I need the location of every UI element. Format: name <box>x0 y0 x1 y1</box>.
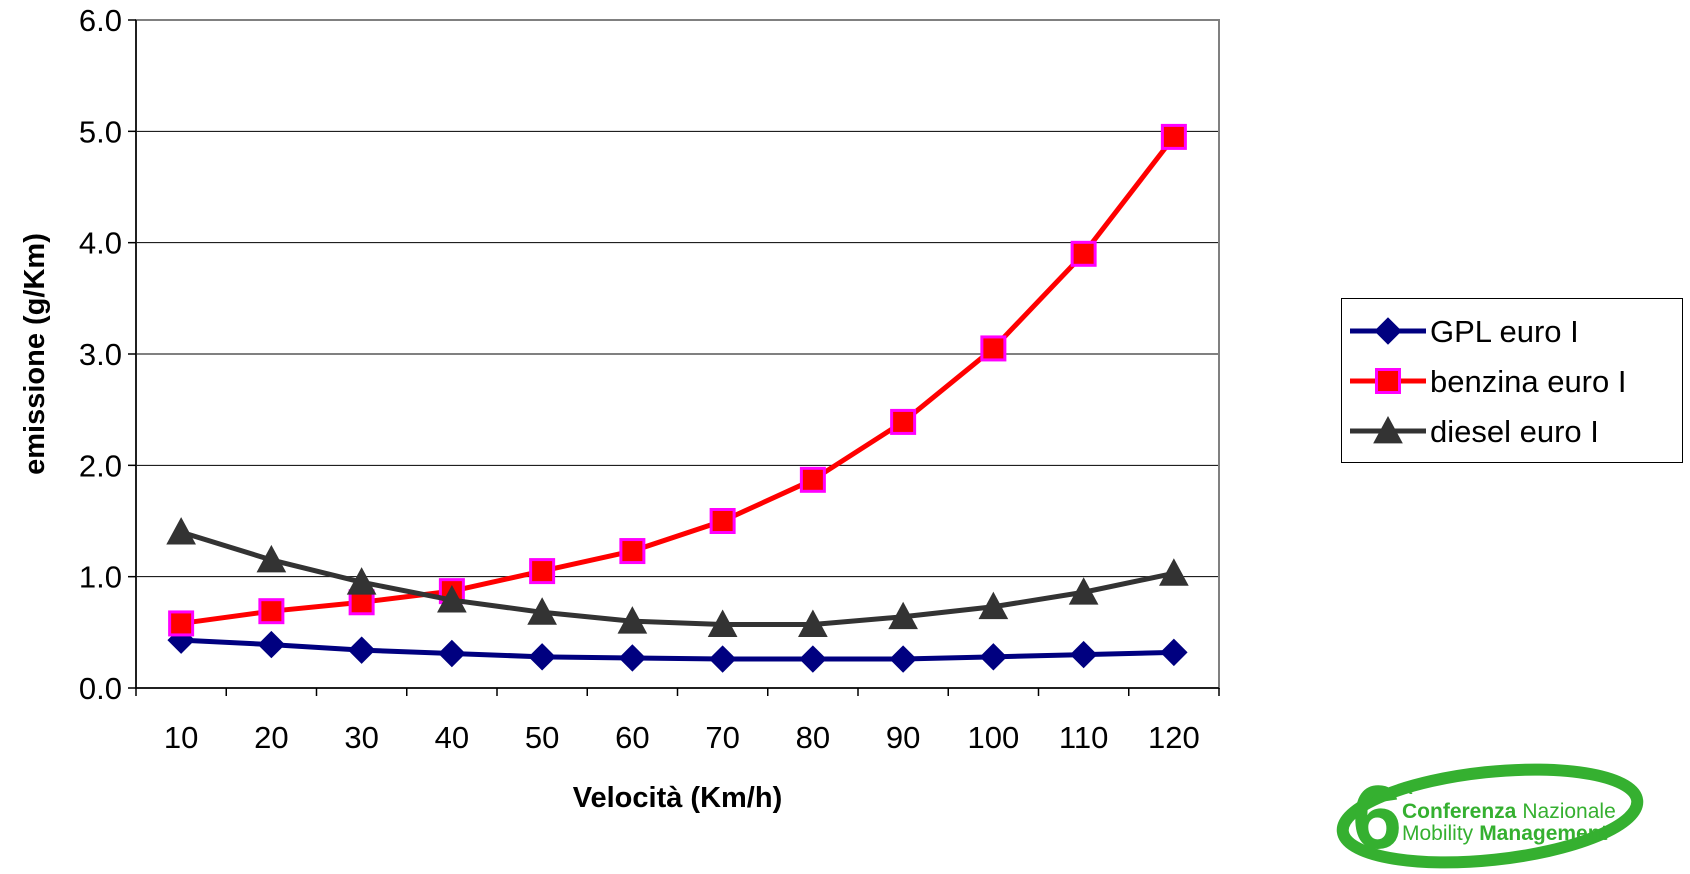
data-point <box>528 643 556 671</box>
data-point <box>618 644 647 672</box>
data-point <box>256 544 287 573</box>
data-point <box>346 567 377 595</box>
legend-label-benzina: benzina euro I <box>1430 364 1627 399</box>
series-benzina-euro-i <box>168 123 1187 637</box>
legend-marker-gpl <box>1350 317 1426 345</box>
data-point <box>1070 240 1097 267</box>
data-point <box>798 609 828 637</box>
y-tick-label: 3.0 <box>79 337 122 372</box>
data-point <box>529 558 556 585</box>
x-tick-label: 60 <box>615 720 649 755</box>
logo-number: 6 <box>1352 768 1402 868</box>
gridlines <box>136 130 1219 578</box>
legend-symbol <box>1373 415 1403 444</box>
x-tick-label: 30 <box>344 720 378 755</box>
y-tick-label: 0.0 <box>79 671 122 706</box>
y-axis-title: emissione (g/Km) <box>19 233 51 475</box>
y-tick-label: 4.0 <box>79 226 122 261</box>
x-tick-label: 110 <box>1059 720 1108 755</box>
data-point <box>1159 558 1189 586</box>
data-point <box>166 517 196 545</box>
logo-line2: Mobility Management <box>1402 822 1608 845</box>
data-point <box>709 508 736 534</box>
data-point <box>258 598 285 625</box>
x-tick-label: 10 <box>164 720 198 755</box>
data-point <box>888 601 918 630</box>
conference-logo: 6 a Conferenza Nazionale Mobility Manageme… <box>1336 763 1644 869</box>
series-layer <box>166 123 1189 673</box>
x-axis-title: Velocità (Km/h) <box>573 782 783 814</box>
legend-label-diesel: diesel euro I <box>1430 414 1599 449</box>
legend-marker-diesel <box>1350 415 1426 444</box>
series-gpl-euro-i <box>167 626 1188 673</box>
y-tick-label: 5.0 <box>79 114 122 149</box>
data-point <box>1160 638 1188 667</box>
data-point <box>979 643 1008 671</box>
data-point <box>1069 640 1098 669</box>
legend-label-gpl: GPL euro I <box>1430 314 1579 349</box>
series-diesel-euro-i <box>166 517 1189 637</box>
x-tick-label: 70 <box>705 720 739 755</box>
logo-line1: Conferenza Nazionale <box>1402 800 1616 823</box>
legend-symbol <box>1374 317 1402 345</box>
data-point <box>799 645 827 673</box>
y-tick-label: 2.0 <box>79 448 122 483</box>
y-tick-label: 6.0 <box>79 3 122 38</box>
data-point <box>438 639 466 668</box>
x-tick-label: 120 <box>1148 720 1200 755</box>
y-tick-label: 1.0 <box>79 560 122 595</box>
x-tick-label: 50 <box>525 720 559 755</box>
data-point <box>1160 123 1187 150</box>
y-tick-labels: 0.0 1.0 2.0 3.0 4.0 5.0 6.0 <box>79 3 122 706</box>
x-tick-label: 100 <box>968 720 1020 755</box>
data-point <box>617 606 648 634</box>
series-line <box>180 529 1175 628</box>
x-tick-label: 90 <box>886 720 920 755</box>
data-point <box>1068 577 1099 605</box>
series-line <box>181 637 1174 662</box>
legend-symbol <box>1375 368 1401 394</box>
data-point <box>619 538 646 565</box>
x-tick-label: 40 <box>435 720 469 755</box>
data-point <box>890 408 917 435</box>
data-point <box>980 335 1007 362</box>
data-point <box>708 645 737 673</box>
data-point <box>437 584 467 613</box>
data-point <box>799 466 826 493</box>
data-point <box>347 636 376 664</box>
data-point <box>168 610 195 637</box>
x-tick-label: 80 <box>796 720 830 755</box>
legend-marker-benzina <box>1350 368 1426 394</box>
legend-item-gpl: GPL euro I <box>1342 306 1682 356</box>
data-point <box>707 609 738 637</box>
series-line <box>180 135 1176 626</box>
legend: GPL euro I benzina euro I diesel euro I <box>1341 298 1683 463</box>
legend-item-benzina: benzina euro I <box>1342 356 1682 406</box>
x-tick-labels: 10 20 30 40 50 60 70 80 90 100 110 120 <box>164 720 1200 755</box>
data-point <box>257 630 286 659</box>
axes <box>128 19 1220 696</box>
x-tick-label: 20 <box>254 720 288 755</box>
logo-superscript: a <box>1400 774 1413 799</box>
data-point <box>527 597 557 625</box>
legend-item-diesel: diesel euro I <box>1342 406 1682 456</box>
data-point <box>978 591 1009 620</box>
data-point <box>889 645 917 673</box>
